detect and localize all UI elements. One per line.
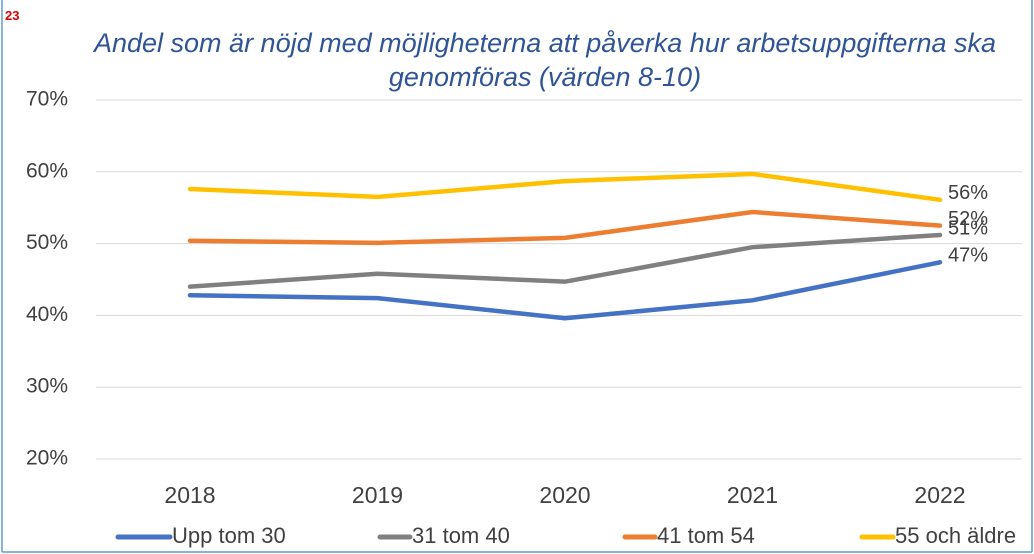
legend-label: 31 tom 40 bbox=[412, 523, 510, 548]
x-tick-label: 2019 bbox=[352, 482, 403, 508]
legend-label: Upp tom 30 bbox=[172, 523, 286, 548]
legend-label: 41 tom 54 bbox=[657, 523, 755, 548]
series-line bbox=[187, 209, 943, 246]
y-tick-label: 70% bbox=[26, 88, 68, 111]
y-tick-label: 30% bbox=[26, 375, 68, 398]
series-line bbox=[187, 171, 943, 203]
x-tick-label: 2020 bbox=[539, 482, 590, 508]
series-line bbox=[187, 232, 943, 289]
data-label: 52% bbox=[948, 208, 988, 230]
page-number: 23 bbox=[5, 8, 20, 23]
series-line bbox=[187, 260, 943, 321]
x-tick-label: 2021 bbox=[727, 482, 778, 508]
y-tick-label: 20% bbox=[26, 447, 68, 470]
data-label: 47% bbox=[948, 245, 988, 267]
chart-title: Andel som är nöjd med möjligheterna att … bbox=[93, 28, 996, 92]
data-label: 56% bbox=[948, 182, 988, 204]
legend-label: 55 och äldre bbox=[895, 523, 1016, 548]
y-tick-label: 60% bbox=[26, 159, 68, 182]
x-tick-label: 2018 bbox=[164, 482, 215, 508]
y-tick-label: 50% bbox=[26, 231, 68, 254]
y-tick-label: 40% bbox=[26, 303, 68, 326]
x-tick-label: 2022 bbox=[914, 482, 965, 508]
data-label: 51% bbox=[948, 217, 988, 239]
